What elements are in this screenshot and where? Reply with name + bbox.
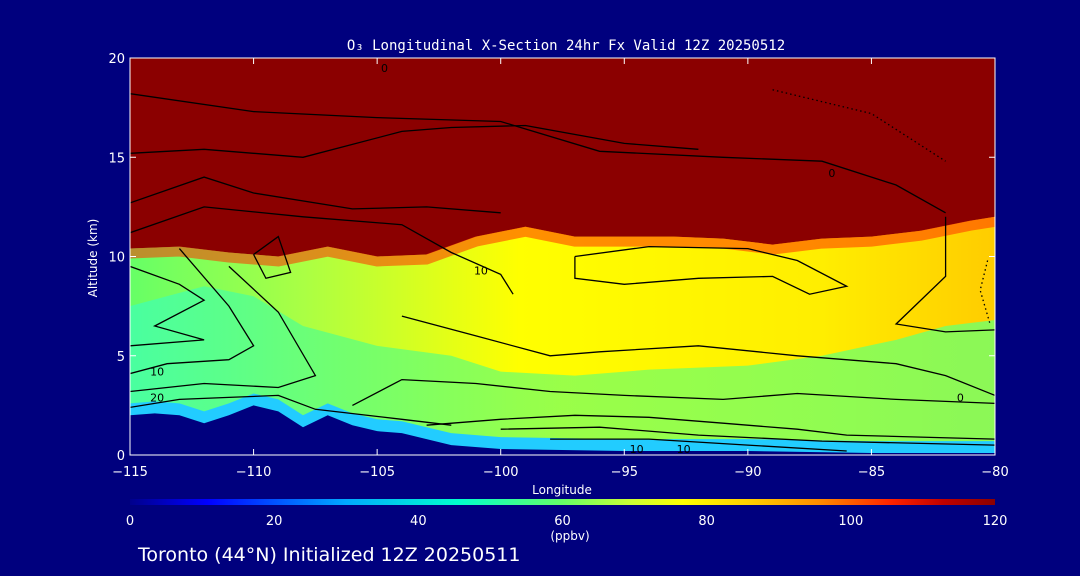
contour-label: 10: [677, 443, 691, 456]
x-tick-label: −90: [734, 465, 761, 480]
colorbar-ticks: 0 20 40 60 80 100 120: [126, 514, 1008, 529]
contour-line: [550, 438, 847, 452]
contour-line: [130, 124, 699, 158]
contour-line: [426, 414, 995, 440]
colorbar-tick-label: 40: [410, 514, 427, 529]
y-tick-label: 5: [117, 350, 125, 365]
colorbar-tick-label: 0: [126, 514, 134, 529]
contour-line: [401, 315, 995, 397]
contour-label: 10: [150, 366, 164, 379]
x-tick-label: −100: [483, 465, 519, 480]
contour-line: [130, 248, 255, 375]
contour-lines: [130, 89, 995, 452]
contour-line: [574, 245, 849, 295]
x-tick-label: −80: [981, 465, 1008, 480]
chart-title: O₃ Longitudinal X-Section 24hr Fx Valid …: [347, 38, 785, 54]
x-tick-label: −115: [112, 465, 148, 480]
contour-label: 20: [150, 391, 164, 404]
contour-line: [894, 216, 995, 333]
x-tick-label: −105: [359, 465, 395, 480]
tropopause-gradient-band: [130, 216, 995, 267]
colorbar-tick-label: 60: [554, 514, 571, 529]
contour-label: 0: [957, 391, 964, 404]
contour-label-group: 0 10 20 10 10 10 0 0: [150, 62, 964, 456]
plot-area: 0 10 20 10 10 10 0 0: [130, 58, 995, 456]
x-tick-label: −85: [858, 465, 885, 480]
contour-line-dotted: [772, 89, 991, 325]
colorbar-tick-label: 100: [838, 514, 863, 529]
x-axis: −115 −110 −105 −100 −95 −90 −85 −80: [112, 58, 1009, 480]
contour-line: [130, 265, 317, 393]
colorbar-tick-label: 120: [983, 514, 1008, 529]
contour-line: [130, 394, 452, 426]
y-axis: 0 5 10 15 20: [108, 52, 995, 464]
terrain-mask: [130, 405, 995, 455]
contour-label: 10: [630, 443, 644, 456]
contour-line: [130, 265, 206, 347]
y-tick-label: 0: [117, 449, 125, 464]
colorbar-unit-label: (ppbv): [550, 529, 589, 543]
x-tick-label: −95: [611, 465, 638, 480]
colorbar-tick-label: 20: [266, 514, 283, 529]
location-caption: Toronto (44°N) Initialized 12Z 20250511: [137, 544, 521, 566]
contour-line: [500, 426, 995, 446]
contour-line: [352, 378, 995, 406]
y-axis-label: Altitude (km): [86, 219, 100, 298]
contour-label: 0: [828, 167, 835, 180]
y-tick-label: 15: [108, 151, 125, 166]
contour-line: [130, 93, 946, 214]
contour-line: [130, 206, 514, 295]
x-tick-label: −110: [236, 465, 272, 480]
y-tick-label: 20: [108, 52, 125, 67]
contour-label: 10: [474, 264, 488, 277]
colorbar-tick-label: 80: [698, 514, 715, 529]
contour-line: [253, 235, 292, 280]
colorbar: [130, 499, 995, 505]
contour-line: [130, 176, 501, 214]
contour-label: 0: [381, 62, 388, 75]
y-tick-label: 10: [108, 251, 125, 266]
x-axis-label: Longitude: [532, 483, 592, 497]
